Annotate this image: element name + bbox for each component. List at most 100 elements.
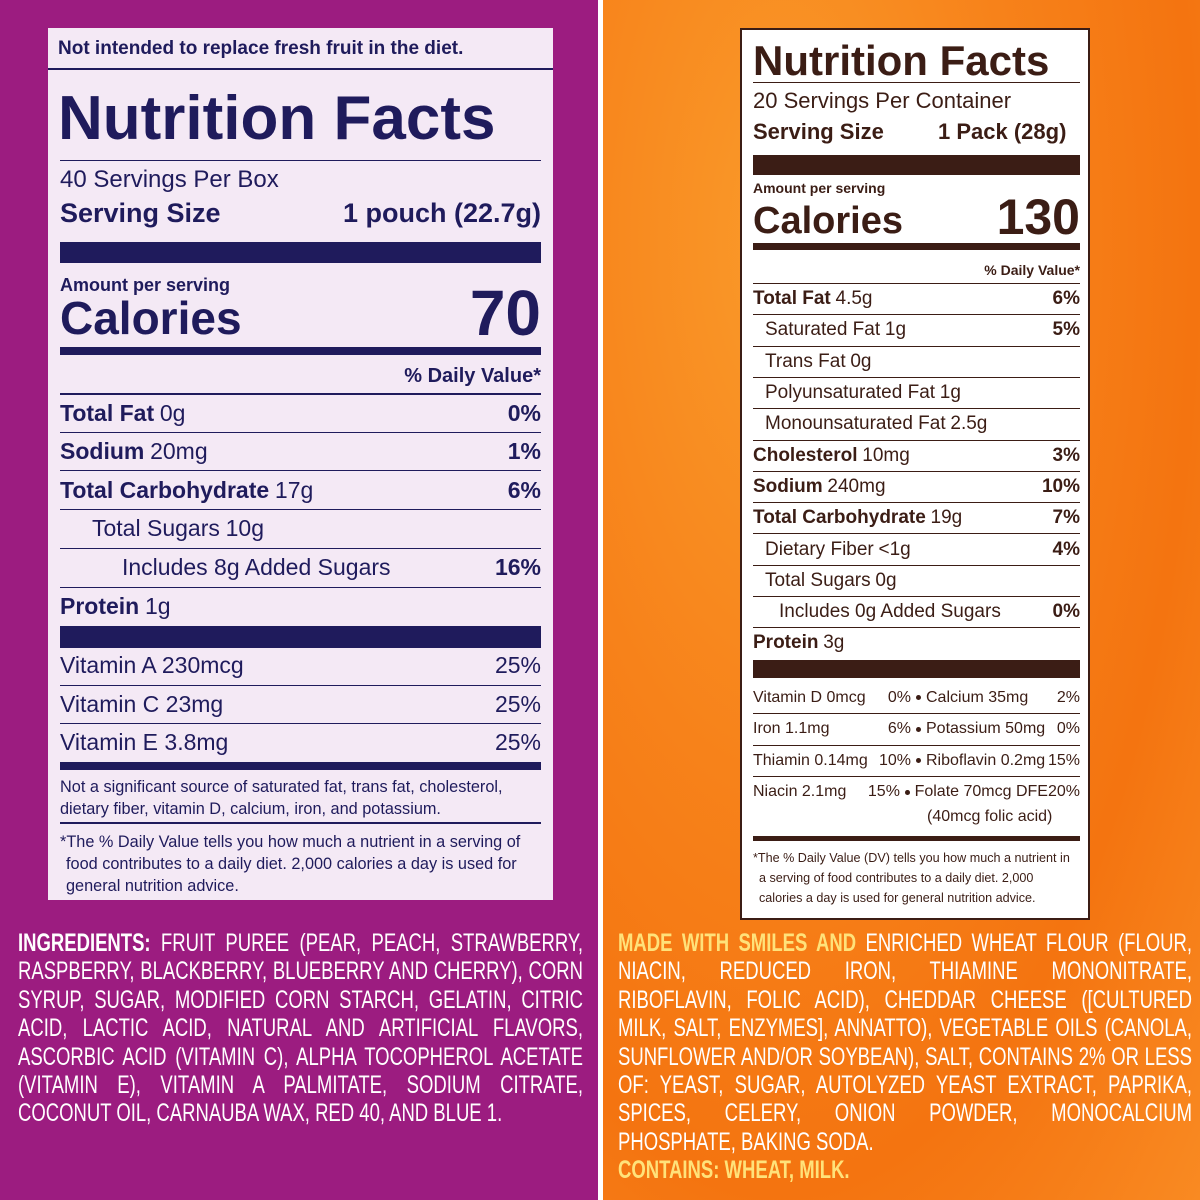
vitamin-row: Vitamin C 23mg 25% bbox=[60, 684, 541, 724]
nutrient-dv: 4% bbox=[1052, 538, 1080, 560]
nutrient-row: Protein 3g bbox=[753, 627, 1080, 658]
nutrient-name: Protein bbox=[753, 632, 819, 654]
vitamin-cell: Thiamin 0.14mg 10% bbox=[753, 752, 911, 770]
vitamin-note: (40mcg folic acid) bbox=[927, 808, 1053, 825]
nutrient-dv: 16% bbox=[494, 554, 541, 581]
not-significant: Not a significant source of saturated fa… bbox=[60, 778, 503, 818]
calories-value: 70 bbox=[469, 277, 541, 349]
nutrient-amount: 3g bbox=[823, 632, 845, 654]
vitamin-row: Vitamin E 3.8mg 25% bbox=[60, 723, 541, 762]
nutrient-name: Includes 0g Added Sugars bbox=[779, 601, 1001, 623]
vitamin-cell: Calcium 35mg 2% bbox=[926, 689, 1080, 707]
vitamin-dv: 0% bbox=[1056, 720, 1080, 738]
ingredients-label: INGREDIENTS: bbox=[18, 929, 151, 957]
nutrient-name: Total Sugars bbox=[92, 515, 220, 542]
vitamin-dv: 15% bbox=[867, 783, 900, 801]
ingredients-text: ENRICHED WHEAT FLOUR (FLOUR, NIACIN, RED… bbox=[618, 929, 1192, 1156]
rule bbox=[60, 347, 541, 355]
serving-size-label: Serving Size bbox=[753, 119, 884, 144]
vitamin-dv: 25% bbox=[494, 729, 541, 756]
nutrient-name: Total Sugars bbox=[765, 569, 871, 591]
nutrient-amount: 1g bbox=[144, 592, 171, 619]
ingredients: INGREDIENTS: FRUIT PUREE (PEAR, PEACH, S… bbox=[18, 929, 583, 1128]
nutrient-row: Total Fat 0g 0% bbox=[60, 393, 541, 432]
divider bbox=[598, 0, 603, 1200]
vitamin-name: Calcium 35mg bbox=[926, 688, 1029, 706]
vitamin-name: Iron 1.1mg bbox=[753, 720, 830, 738]
contains: CONTAINS: WHEAT, MILK. bbox=[618, 1156, 850, 1185]
rule bbox=[60, 626, 541, 648]
nutrient-amount: 2.5g bbox=[950, 413, 988, 435]
nutrient-name: Polyunsaturated Fat bbox=[765, 382, 936, 404]
ingredients-label: MADE WITH SMILES AND bbox=[618, 929, 857, 957]
ingredients-text: FRUIT PUREE (PEAR, PEACH, STRAWBERRY, RA… bbox=[18, 929, 583, 1128]
vitamin-dv: 2% bbox=[1056, 688, 1080, 706]
vitamin-name: Vitamin C 23mg bbox=[60, 690, 224, 717]
nutrient-amount: 10g bbox=[225, 515, 264, 542]
rule bbox=[753, 155, 1080, 175]
nutrient-dv: 10% bbox=[1041, 475, 1080, 497]
nutrient-row: Monounsaturated Fat 2.5g bbox=[753, 408, 1080, 439]
nutrient-row: Polyunsaturated Fat 1g bbox=[753, 376, 1080, 408]
nutrient-row: Cholesterol 10mg 3% bbox=[753, 439, 1080, 471]
vitamin-cell: Potassium 50mg 0% bbox=[926, 720, 1080, 738]
calories-label: Calories bbox=[753, 200, 903, 242]
nutrient-row: Saturated Fat 1g 5% bbox=[753, 314, 1080, 345]
vitamin-row: Niacin 2.1mg 15% Folate 70mcg DFE 20% bbox=[753, 775, 1080, 807]
rule bbox=[753, 243, 1080, 250]
nutrient-name: Protein bbox=[60, 592, 140, 619]
bullet bbox=[904, 789, 910, 795]
vitamin-dv: 0% bbox=[887, 688, 911, 706]
nutrient-name: Monounsaturated Fat bbox=[765, 413, 946, 435]
title: Nutrition Facts bbox=[753, 37, 1050, 84]
nutrient-name: Total Carbohydrate bbox=[753, 507, 926, 529]
vitamin-row: Vitamin D 0mcg 0% Calcium 35mg 2% bbox=[753, 682, 1080, 713]
nutrient-dv: 6% bbox=[507, 476, 541, 503]
nutrient-row: Total Carbohydrate 19g 7% bbox=[753, 502, 1080, 533]
nutrient-amount: 240mg bbox=[827, 475, 886, 497]
nutrient-name: Total Fat bbox=[60, 399, 155, 426]
vitamin-dv: 25% bbox=[494, 651, 541, 678]
nutrient-row: Includes 0g Added Sugars 0% bbox=[753, 596, 1080, 627]
footnote: *The % Daily Value (DV) tells you how mu… bbox=[753, 851, 1070, 905]
nutrient-dv: 7% bbox=[1052, 507, 1080, 529]
vitamin-dv: 15% bbox=[1047, 751, 1080, 769]
note: Not intended to replace fresh fruit in t… bbox=[58, 38, 464, 59]
rule bbox=[753, 660, 1080, 678]
calories-value: 130 bbox=[996, 189, 1080, 245]
nutrient-dv: 0% bbox=[1052, 601, 1080, 623]
nutrient-amount: 20mg bbox=[150, 438, 208, 465]
daily-value-header: % Daily Value* bbox=[404, 365, 541, 387]
nutrient-row: Protein 1g bbox=[60, 586, 541, 626]
nutrient-name: Cholesterol bbox=[753, 444, 858, 466]
nutrient-row: Sodium 20mg 1% bbox=[60, 431, 541, 471]
nutrient-name: Saturated Fat bbox=[765, 319, 881, 341]
bullet bbox=[916, 726, 921, 732]
nutrient-amount: 0g bbox=[875, 569, 897, 591]
rule bbox=[60, 822, 541, 824]
amount-per-serving: Amount per serving bbox=[753, 180, 886, 196]
rule bbox=[60, 160, 541, 161]
vitamin-name: Riboflavin 0.2mg bbox=[926, 751, 1046, 769]
bullet bbox=[916, 758, 921, 764]
vitamin-name: Vitamin E 3.8mg bbox=[60, 729, 229, 756]
servings: 40 Servings Per Box bbox=[60, 166, 279, 193]
servings: 20 Servings Per Container bbox=[753, 88, 1012, 113]
footnote: *The % Daily Value tells you how much a … bbox=[60, 833, 521, 895]
vitamin-dv: 6% bbox=[887, 720, 911, 738]
nutrient-row: Total Fat 4.5g 6% bbox=[753, 283, 1080, 314]
nutrient-dv: 1% bbox=[507, 438, 541, 465]
rule bbox=[48, 68, 553, 70]
daily-value-header: % Daily Value* bbox=[984, 262, 1080, 278]
right-label-box bbox=[740, 28, 1090, 920]
vitamin-name: Folate 70mcg DFE bbox=[914, 783, 1048, 801]
nutrient-amount: 1g bbox=[939, 382, 961, 404]
rule bbox=[60, 762, 541, 770]
rule bbox=[753, 836, 1080, 841]
nutrient-name: Sodium bbox=[60, 438, 145, 465]
nutrient-amount: 10mg bbox=[862, 444, 910, 466]
nutrient-row: Total Sugars 10g bbox=[60, 509, 541, 548]
vitamin-name: Thiamin 0.14mg bbox=[753, 751, 868, 769]
nutrient-name: Includes 8g Added Sugars bbox=[122, 554, 391, 581]
